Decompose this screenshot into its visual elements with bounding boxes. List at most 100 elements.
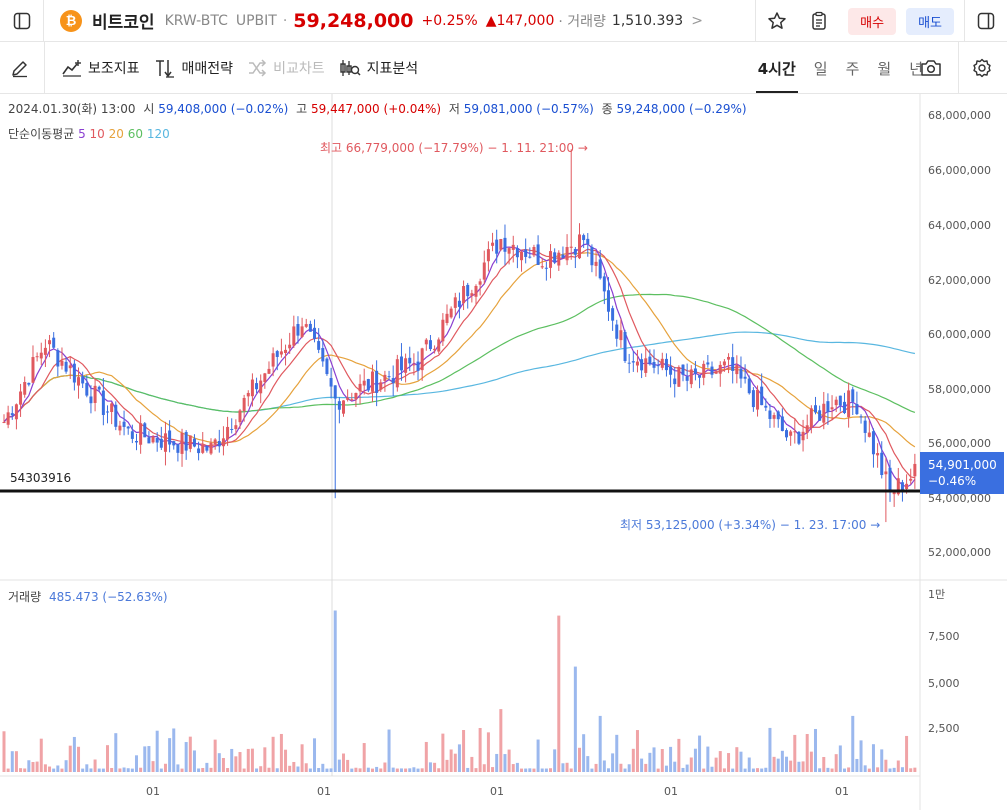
volume-bar (669, 746, 673, 772)
volume-bar (515, 762, 519, 772)
price-axis-tick: 60,000,000 (928, 328, 991, 341)
sidebar-toggle-button[interactable] (0, 0, 44, 42)
volume-bar (871, 744, 875, 772)
top-bar: ₿ 비트코인 KRW-BTC UPBIT · 59,248,000 +0.25%… (0, 0, 1007, 42)
volume-bar (586, 756, 590, 772)
coin-name[interactable]: 비트코인 (92, 13, 155, 33)
volume-bar (619, 763, 623, 772)
candle-body (598, 259, 602, 279)
volume-bar (346, 759, 350, 772)
candle-body (602, 276, 606, 292)
buy-button[interactable]: 매수 (848, 7, 897, 35)
candle-body (615, 324, 619, 339)
volume-bar (698, 735, 702, 772)
volume-bar (706, 746, 710, 772)
volume-bar (279, 733, 283, 772)
candle-body (689, 369, 693, 385)
volume-bar (284, 749, 288, 772)
volume-value: 1,510.393 (611, 12, 684, 29)
volume-bar (238, 752, 242, 772)
candle-body (660, 358, 664, 368)
volume-bar (756, 768, 760, 772)
divider (958, 42, 959, 94)
favorite-button[interactable] (756, 0, 798, 42)
volume-bar (830, 768, 834, 772)
volume-bar (134, 755, 138, 772)
volume-bar (503, 754, 507, 772)
volume-bar (428, 762, 432, 772)
volume-bar (217, 753, 221, 772)
strategy-button[interactable]: 매매전략 (154, 58, 233, 78)
price-chart[interactable] (0, 94, 1007, 810)
volume-bar (913, 767, 917, 772)
candle-body (106, 411, 110, 413)
market-pair: KRW-BTC (164, 12, 228, 29)
volume-bar (528, 768, 532, 772)
volume-bar (97, 768, 101, 772)
period-day-tab[interactable]: 일 (813, 59, 828, 78)
horizontal-line-label[interactable]: 54303916 (10, 471, 72, 485)
volume-bar (623, 768, 627, 772)
candle-body (221, 438, 225, 447)
candle-body (698, 375, 702, 378)
candle-body (495, 239, 499, 254)
candle-body (900, 482, 904, 492)
candle-body (640, 359, 644, 371)
volume-bar (644, 763, 648, 772)
candle-body (785, 430, 789, 438)
order-book-button[interactable] (798, 0, 840, 42)
price-axis-tick: 56,000,000 (928, 437, 991, 450)
volume-bar (230, 748, 234, 772)
candle-body (2, 421, 6, 423)
volume-bar (478, 728, 482, 772)
change-amount: ▲147,000 (485, 12, 555, 29)
volume-bar (486, 732, 490, 772)
draw-tool-button[interactable] (10, 58, 36, 78)
candle-body (718, 364, 722, 374)
volume-bar (300, 744, 304, 772)
period-month-tab[interactable]: 월 (877, 59, 892, 78)
candle-body (188, 435, 192, 449)
volume-bar (863, 765, 867, 772)
current-price-change: −0.46% (928, 474, 977, 488)
candles-search-icon (339, 59, 361, 76)
candle-body (184, 432, 188, 451)
expand-chevron-icon[interactable]: > (691, 12, 703, 29)
sell-button[interactable]: 매도 (906, 7, 954, 35)
settings-button[interactable] (960, 42, 1004, 94)
volume-bar (673, 761, 677, 772)
candle-body (739, 368, 743, 379)
volume-bar (482, 764, 486, 772)
period-4h-tab[interactable]: 4시간 (755, 59, 798, 93)
panel-right-button[interactable] (965, 0, 1007, 42)
candle-body (470, 293, 474, 296)
compare-chart-button[interactable]: 비교차트 (247, 58, 325, 78)
volume-bar (896, 760, 900, 772)
volume-bar (855, 758, 859, 772)
candle-body (263, 373, 267, 383)
volume-bar (308, 768, 312, 772)
volume-bar (557, 615, 561, 772)
candle-body (209, 442, 213, 454)
moving-average-legend[interactable]: 단순이동평균 5 10 20 60 120 (8, 125, 170, 142)
volume-bar (834, 754, 838, 772)
candle-body (72, 363, 76, 383)
screenshot-button[interactable] (915, 42, 947, 94)
period-week-tab[interactable]: 주 (845, 59, 860, 78)
volume-bar (702, 768, 706, 772)
candle-body (876, 453, 880, 456)
volume-bar (23, 768, 27, 772)
volume-bar (569, 768, 573, 772)
candle-body (801, 431, 805, 441)
indicators-button[interactable]: 보조지표 (62, 58, 140, 78)
candle-body (205, 446, 209, 451)
volume-bar (441, 733, 445, 772)
candle-body (449, 308, 453, 318)
volume-bar (404, 768, 408, 772)
volume-bar (188, 736, 192, 772)
candle-body (722, 361, 726, 366)
analysis-button[interactable]: 지표분석 (339, 58, 418, 78)
period-year-tab[interactable]: 년 (909, 59, 923, 78)
volume-axis-tick: 7,500 (928, 630, 960, 643)
candle-body (93, 385, 97, 403)
